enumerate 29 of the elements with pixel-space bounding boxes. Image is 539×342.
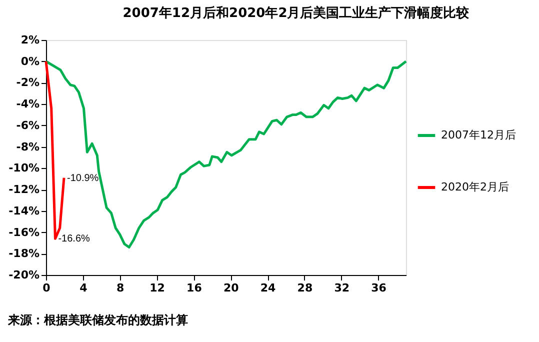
y-tick-label: -14% <box>8 204 40 218</box>
annotation: -16.6% <box>58 234 90 245</box>
legend-label: 2007年12月后 <box>441 128 516 142</box>
y-tick-label: -18% <box>8 247 40 260</box>
source-note: 来源：根据美联储发布的数据计算 <box>7 313 188 327</box>
legend-label: 2020年2月后 <box>441 180 509 194</box>
x-tick-label: 8 <box>116 282 124 294</box>
x-tick-label: 4 <box>80 282 88 294</box>
chart-title: 2007年12月后和2020年2月后美国工业生产下滑幅度比较 <box>122 5 470 21</box>
x-tick-label: 28 <box>297 282 313 294</box>
annotation: -10.9% <box>67 172 99 184</box>
y-tick-label: -2% <box>16 76 40 90</box>
y-tick-label: -20% <box>8 268 40 282</box>
y-tick-label: 2% <box>20 34 40 46</box>
y-tick-label: -16% <box>8 226 40 239</box>
x-tick-label: 32 <box>334 282 350 294</box>
x-tick-label: 36 <box>371 282 387 294</box>
y-tick-label: -10% <box>8 162 40 175</box>
x-tick-label: 24 <box>260 282 276 294</box>
x-tick-label: 12 <box>150 282 165 294</box>
y-tick-label: -12% <box>8 183 40 196</box>
line-series <box>44 60 408 248</box>
y-tick-label: 0% <box>20 54 40 68</box>
y-tick-label: -4% <box>16 98 40 111</box>
x-tick-label: 0 <box>42 282 51 294</box>
y-tick-label: -6% <box>16 118 40 132</box>
x-tick-label: 16 <box>186 282 202 294</box>
y-tick-label: -8% <box>16 140 40 154</box>
x-tick-label: 20 <box>223 282 240 294</box>
